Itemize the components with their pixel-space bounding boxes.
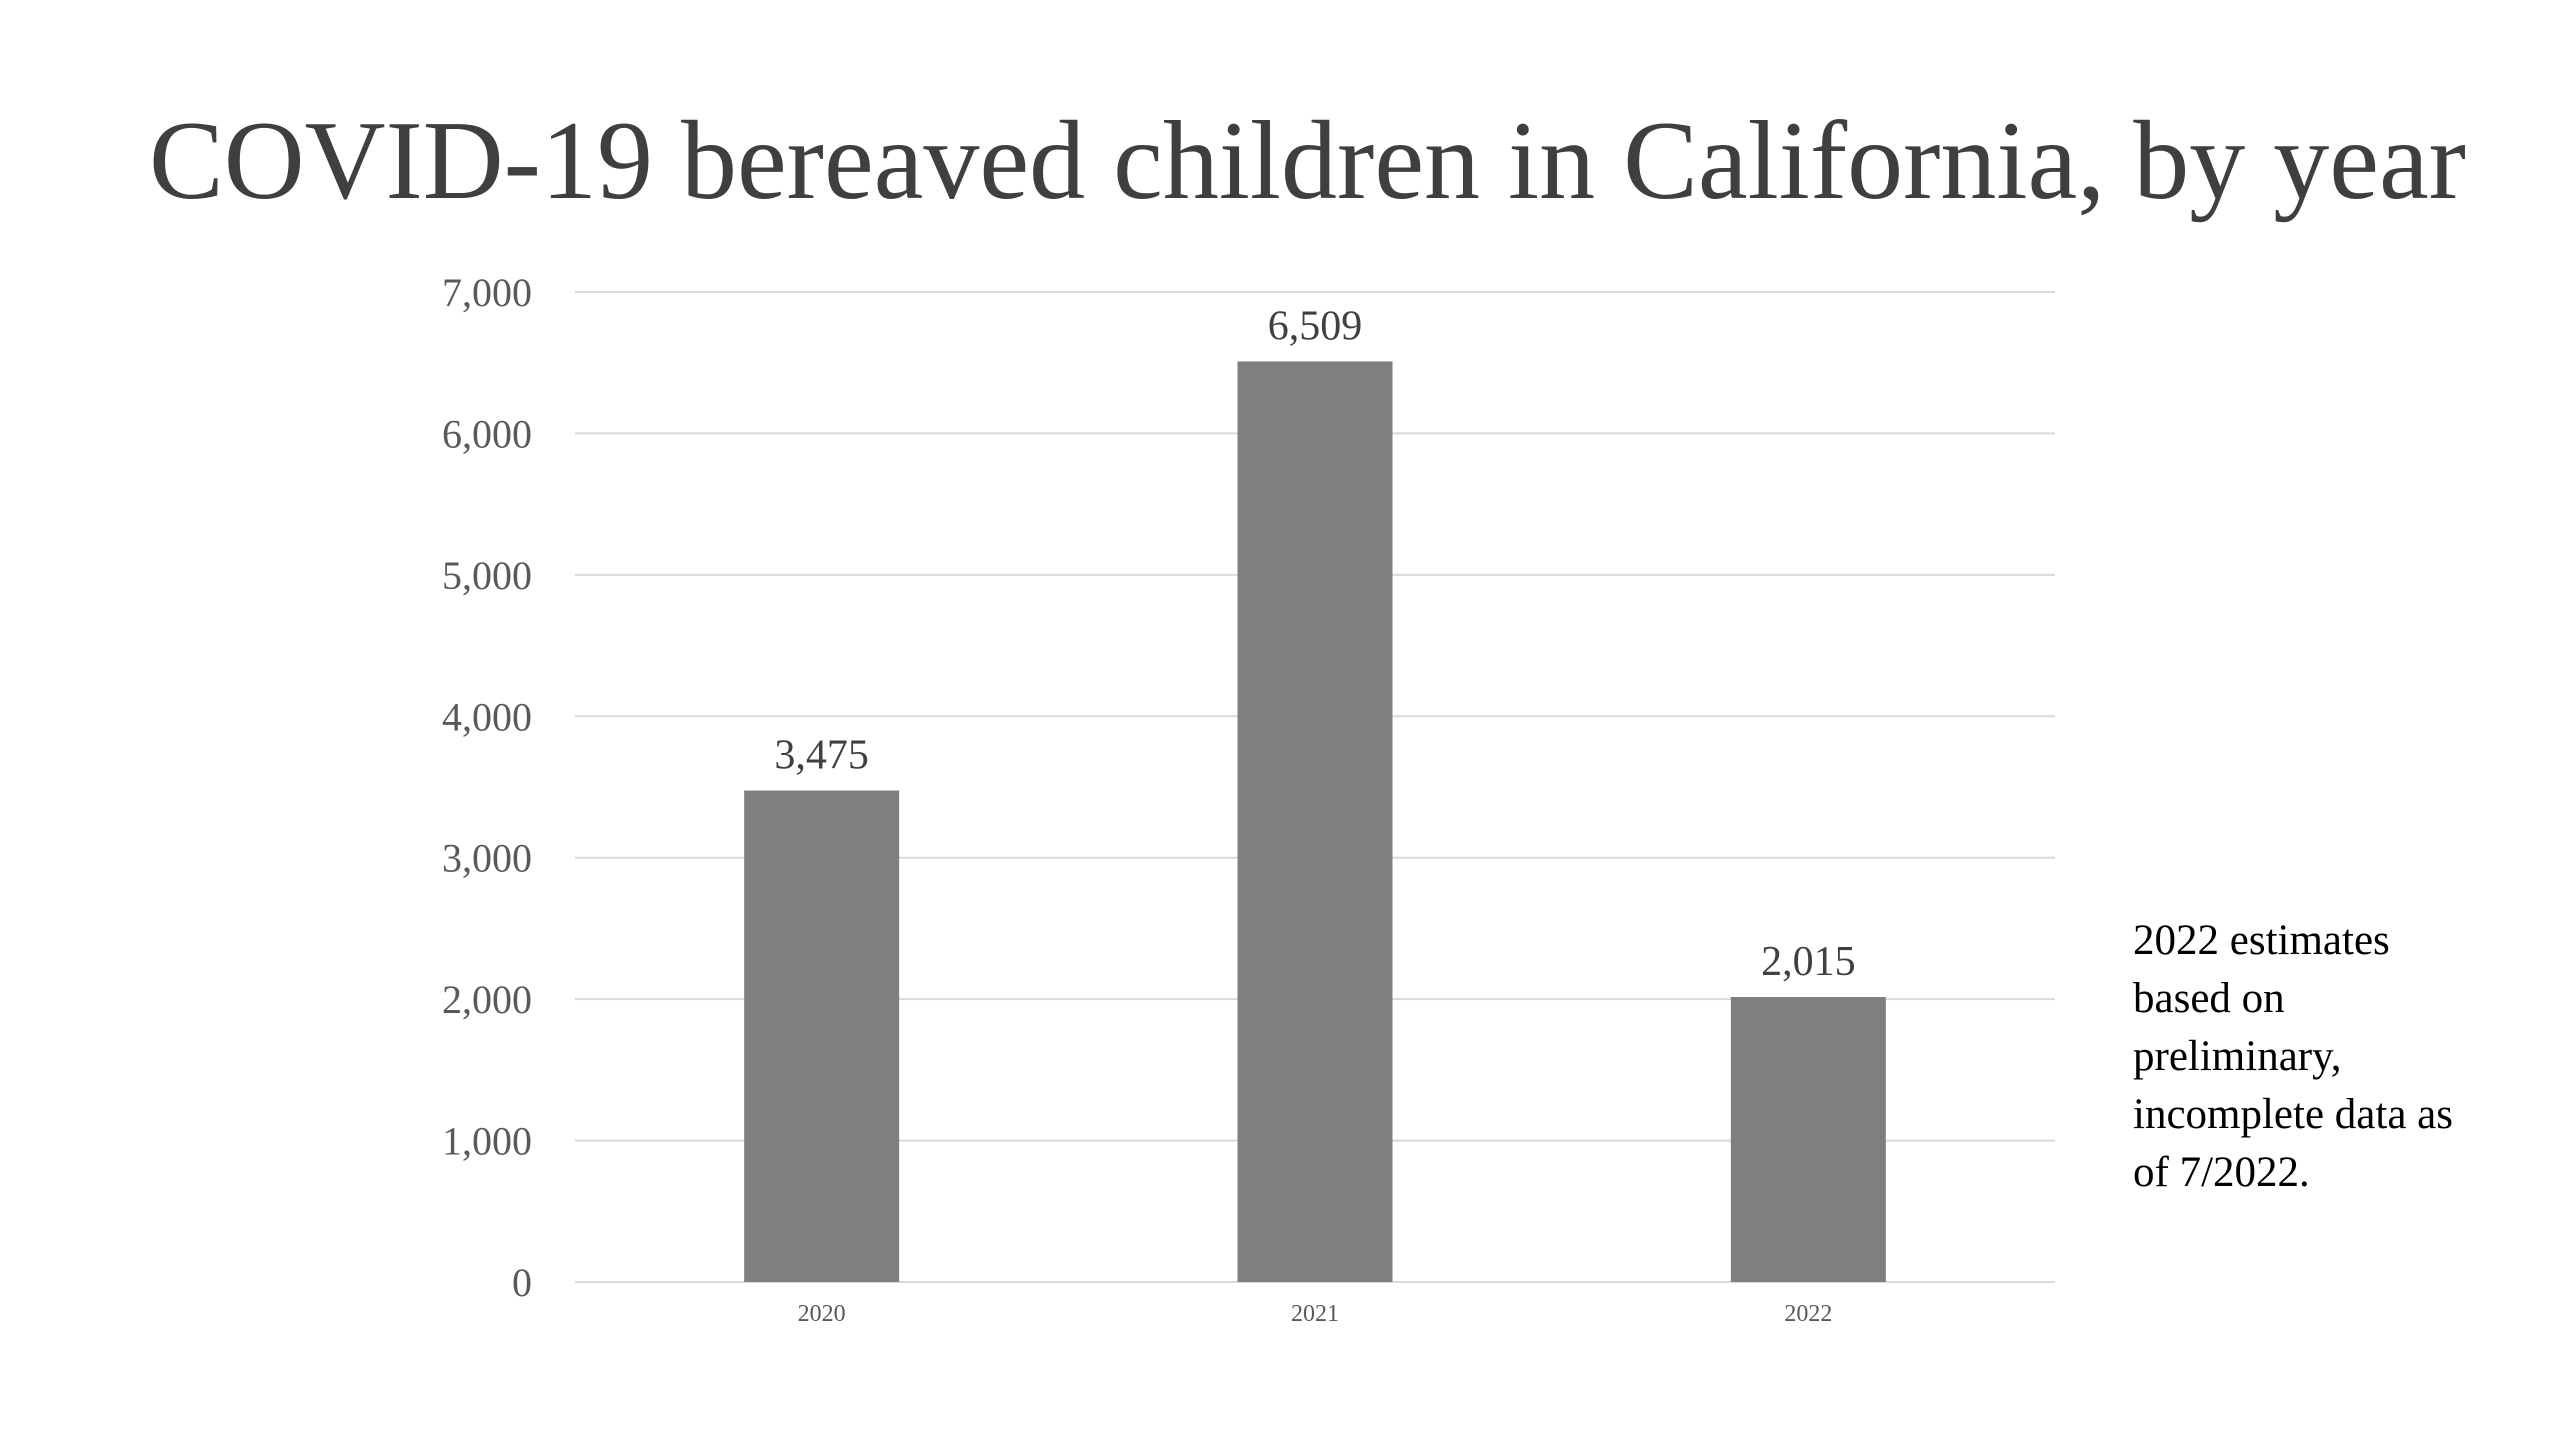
y-tick-label: 4,000 — [442, 694, 532, 739]
y-tick-label: 2,000 — [442, 977, 532, 1022]
data-label-2020: 3,475 — [774, 733, 869, 779]
chart-title: COVID-19 bereaved children in California… — [149, 99, 2466, 223]
x-tick-label: 2020 — [798, 1301, 846, 1327]
y-axis-ticks: 0 1,000 2,000 3,000 4,000 5,000 6,000 7,000 — [442, 270, 532, 1305]
y-tick-label: 6,000 — [442, 411, 532, 456]
y-tick-label: 1,000 — [442, 1119, 532, 1164]
bars — [744, 361, 1886, 1283]
y-tick-label: 0 — [512, 1260, 532, 1305]
data-label-2022: 2,015 — [1761, 939, 1856, 985]
y-tick-label: 3,000 — [442, 836, 532, 881]
bar-2022 — [1730, 997, 1886, 1282]
bar-2021 — [1237, 361, 1393, 1283]
x-axis-ticks: 2020 2021 2022 — [798, 1301, 1833, 1327]
data-label-2021: 6,509 — [1268, 303, 1363, 349]
chart-annotation: 2022 estimates based on preliminary, inc… — [2133, 917, 2453, 1196]
bar-2020 — [744, 790, 900, 1282]
y-tick-label: 7,000 — [442, 270, 532, 315]
y-tick-label: 5,000 — [442, 553, 532, 598]
x-tick-label: 2021 — [1291, 1301, 1339, 1327]
x-tick-label: 2022 — [1784, 1301, 1832, 1327]
data-labels: 3,475 6,509 2,015 — [774, 303, 1855, 985]
